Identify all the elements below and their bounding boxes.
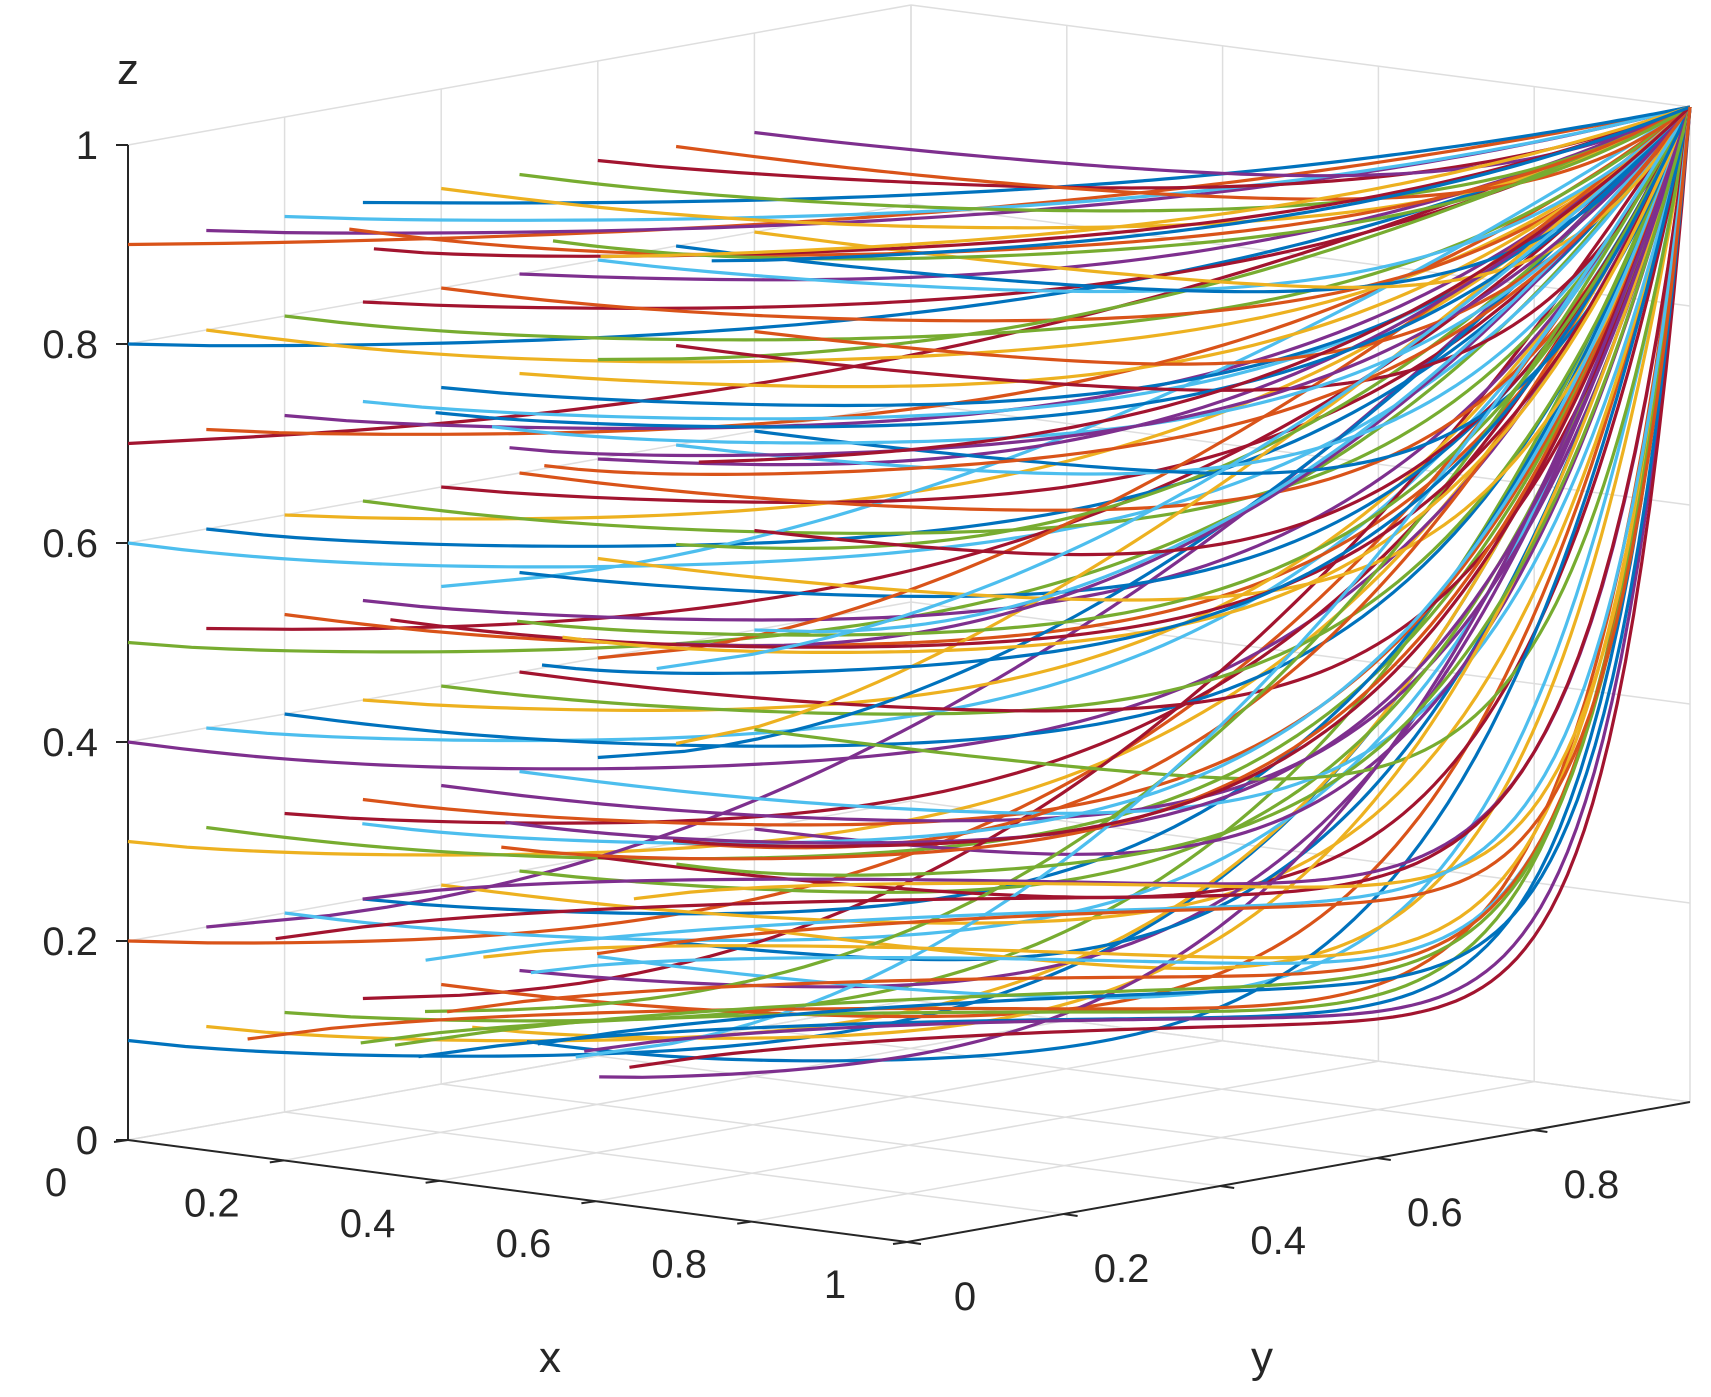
trajectories: [127, 105, 1692, 1079]
y-tick-label: 0.6: [1407, 1191, 1463, 1235]
x-axis-label: x: [539, 1333, 561, 1382]
trajectory-line: [672, 106, 1692, 848]
trajectory-line: [284, 106, 1692, 748]
x-tick: [269, 1159, 284, 1164]
z-tick-label: 0: [76, 1119, 98, 1163]
x-axis-line: [127, 1139, 908, 1243]
trajectory-line: [656, 105, 1692, 671]
trajectory-line: [505, 106, 1692, 845]
z-tick-label: 0.6: [42, 522, 98, 566]
trajectory-line: [483, 106, 1692, 960]
x-tick: [892, 1241, 908, 1245]
x-tick-label: 0.2: [184, 1181, 240, 1225]
trajectory-line: [519, 105, 1691, 213]
trajectory-line: [206, 106, 1692, 861]
grid-line-back-z: [127, 999, 912, 1141]
trajectory-line: [247, 106, 1692, 1041]
y-tick-label: 0.2: [1094, 1247, 1150, 1291]
trajectory-line: [362, 106, 1692, 845]
trajectory-line: [440, 106, 1692, 925]
trajectory-line: [629, 106, 1692, 1069]
trajectory-line: [600, 105, 1691, 259]
trajectory-line: [583, 106, 1692, 1053]
z-tick-label: 1: [76, 124, 98, 168]
grid-line-floor-y: [754, 1027, 1534, 1131]
y-tick: [1376, 1157, 1391, 1161]
grid-line-side-z: [910, 4, 1691, 108]
z-axis-label: z: [117, 45, 139, 94]
y-tick: [1063, 1213, 1078, 1217]
x-tick: [113, 1139, 129, 1143]
x-tick-label: 0: [45, 1161, 67, 1205]
y-tick: [906, 1241, 922, 1245]
grid-line-floor-x: [595, 1060, 1379, 1202]
trajectory-line: [675, 106, 1692, 476]
trajectory-line: [362, 106, 1692, 535]
y-tick: [1533, 1129, 1548, 1133]
x-tick: [737, 1220, 752, 1225]
trajectory-line: [516, 106, 1692, 637]
trajectory-line: [362, 106, 1692, 901]
grid-line-floor-x: [439, 1040, 1223, 1182]
trajectory-line: [698, 105, 1692, 464]
trajectory-line: [424, 106, 1692, 1014]
axis-labels: z x y: [117, 45, 1273, 1382]
trajectory-line: [390, 106, 1692, 649]
trajectory-line: [754, 106, 1692, 781]
trajectory-line: [206, 106, 1692, 743]
trajectory-line: [362, 106, 1692, 827]
trajectory-line: [425, 106, 1692, 962]
grid-line-floor-y: [284, 1111, 1064, 1215]
grid-line-floor-x: [751, 1080, 1535, 1223]
trajectory-line: [441, 106, 1692, 716]
x-tick-label: 0.6: [496, 1222, 552, 1266]
trajectory-line: [711, 105, 1691, 263]
x-tick-label: 0.8: [651, 1243, 707, 1287]
x-tick: [581, 1200, 596, 1205]
trajectory-line: [675, 106, 1692, 392]
trajectory-line: [675, 105, 1691, 201]
trajectory-line: [676, 106, 1692, 877]
grid-line-back-z: [127, 4, 912, 146]
trajectory-line: [599, 106, 1692, 1079]
trajectory-line: [394, 106, 1692, 1047]
trajectory-line: [519, 105, 1692, 389]
x-tick-label: 1: [824, 1263, 846, 1307]
axes: 0 0.2 0.4 0.6 0.8 1 0 0.2 0.4 0.6 0.8 1 0 0.2 0.4 0.6 0.…: [42, 124, 1691, 1319]
trajectory-line: [575, 106, 1692, 1059]
grid-line-side-z: [910, 999, 1691, 1103]
trajectory-line: [537, 106, 1692, 1046]
trajectory-line: [596, 106, 1692, 956]
trajectory-line: [446, 106, 1692, 1014]
z-tick-label: 0.8: [42, 323, 98, 367]
trajectory-line: [206, 106, 1692, 548]
grid-line-floor-y: [597, 1055, 1377, 1159]
trajectory-line: [284, 105, 1692, 430]
y-tick-label: 0.4: [1250, 1219, 1306, 1263]
trajectory-line: [360, 106, 1692, 1045]
z-tick-label: 0.4: [42, 721, 98, 765]
y-tick-label: 0: [954, 1275, 976, 1319]
grid-line-floor-y: [441, 1083, 1221, 1187]
z-tick-label: 0.2: [42, 920, 98, 964]
trajectory-line: [509, 105, 1692, 458]
y-axis-label: y: [1251, 1333, 1273, 1382]
trajectory-line: [541, 106, 1692, 675]
trajectory-line: [441, 105, 1692, 323]
trajectory-line: [633, 106, 1692, 901]
y-axis-line: [906, 1101, 1691, 1243]
y-tick: [1220, 1185, 1235, 1189]
trajectory-line: [597, 106, 1692, 602]
grid-line-floor-x: [283, 1019, 1067, 1162]
y-tick-label: 0.8: [1564, 1163, 1620, 1207]
trajectory-line: [275, 106, 1692, 941]
trajectory-line: [349, 105, 1691, 257]
x-tick-label: 0.4: [340, 1202, 396, 1246]
trajectory-line: [544, 106, 1692, 476]
x-tick: [425, 1179, 440, 1184]
trajectory-line: [526, 106, 1692, 1063]
